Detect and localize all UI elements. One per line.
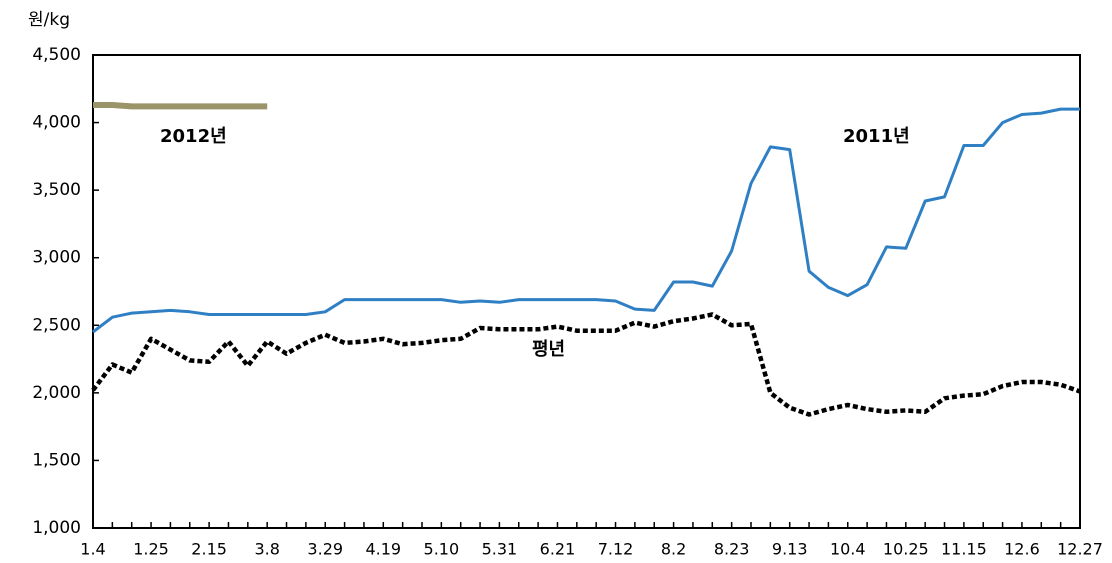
x-tick-label: 7.12 [598,540,634,559]
x-tick-label: 2.15 [191,540,227,559]
x-tick-label: 6.21 [540,540,576,559]
x-tick-label: 3.29 [307,540,343,559]
plot-frame [92,54,1081,529]
x-tick-label: 5.10 [424,540,460,559]
x-tick-label: 11.15 [941,540,987,559]
x-tick-label: 9.13 [772,540,808,559]
x-tick-label: 1.25 [133,540,169,559]
y-tick-label: 4,000 [32,113,81,133]
x-tick-label: 12.6 [1004,540,1040,559]
x-tick-label: 3.8 [254,540,279,559]
y-tick-label: 2,000 [32,383,81,403]
y-tick-label: 1,000 [32,518,81,538]
y-tick-label: 2,500 [32,315,81,335]
series-line [92,107,1080,334]
x-tick-label: 10.25 [883,540,929,559]
y-tick-label: 3,000 [32,248,81,268]
series-line [91,312,1081,417]
x-tick-label: 12.27 [1057,540,1103,559]
series-annotation: 2012년 [160,126,227,147]
y-tick-label: 3,500 [32,180,81,200]
series-annotation: 2011년 [843,126,910,147]
x-tick-label: 10.4 [830,540,866,559]
x-tick-label: 8.23 [714,540,750,559]
x-tick-label: 1.4 [80,540,105,559]
y-tick-label: 1,500 [32,450,81,470]
series-line [93,102,268,110]
series-annotation: 평년 [532,339,565,360]
x-tick-label: 8.2 [661,540,686,559]
y-unit: 원/kg [28,10,70,30]
x-tick-label: 5.31 [482,540,518,559]
y-tick-label: 4,500 [32,45,81,65]
x-tick-label: 4.19 [365,540,401,559]
